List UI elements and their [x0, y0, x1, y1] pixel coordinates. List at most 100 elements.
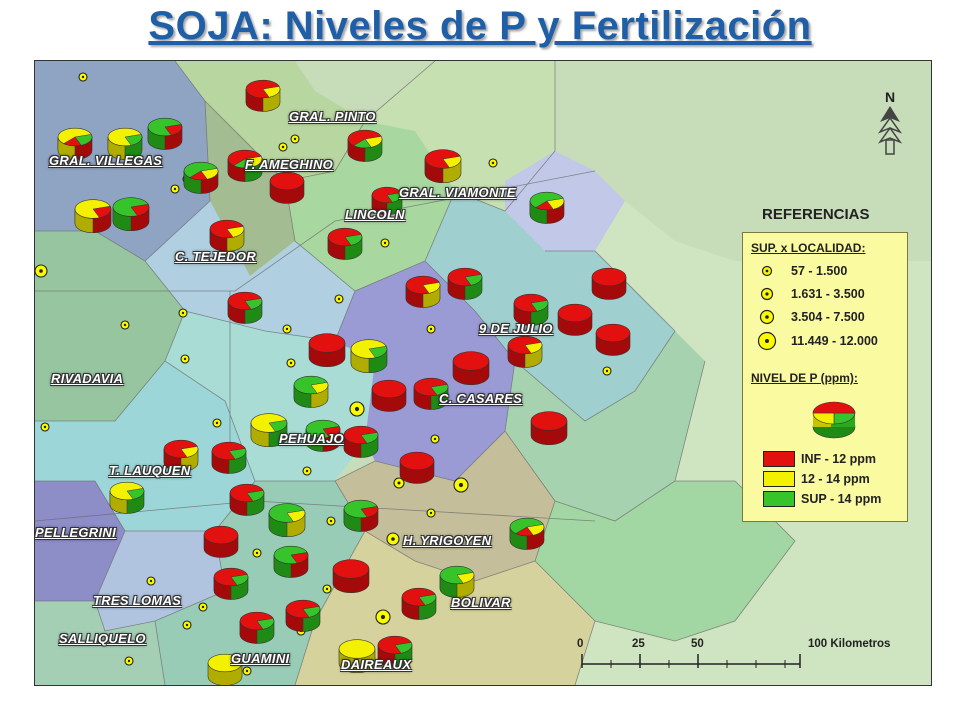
town-marker — [426, 508, 436, 518]
label-tres-lomas: TRES LOMAS — [93, 593, 182, 608]
town-marker — [35, 264, 48, 278]
label-gral-pinto: GRAL. PINTO — [289, 109, 376, 124]
town-marker — [78, 72, 88, 82]
town-marker — [302, 466, 312, 476]
legend-p-sup: SUP - 14 ppm — [801, 492, 882, 506]
north-arrow-icon: N — [877, 89, 903, 155]
pie-chart — [203, 525, 239, 558]
pie-chart — [109, 481, 145, 514]
pie-chart — [371, 186, 403, 216]
pie-chart — [245, 79, 281, 112]
pie-chart — [513, 293, 549, 326]
pie-chart — [209, 219, 245, 252]
pie-chart — [401, 587, 437, 620]
label-daireaux: DAIREAUX — [341, 657, 412, 672]
town-marker — [380, 238, 390, 248]
town-marker — [393, 477, 405, 489]
pie-chart — [211, 441, 247, 474]
label-gral-viamonte: GRAL. VIAMONTE — [399, 185, 516, 200]
pie-chart — [268, 503, 306, 538]
pie-chart — [227, 149, 263, 182]
town-marker — [146, 576, 156, 586]
north-label: N — [885, 89, 895, 105]
page-title: SOJA: Niveles de P y Fertilización — [148, 4, 812, 48]
scale-bar: 0 25 50 100 Kilometros — [574, 636, 924, 676]
pie-chart — [305, 419, 341, 452]
town-marker — [282, 324, 292, 334]
pie-chart — [343, 499, 379, 532]
pie-chart — [227, 291, 263, 324]
pie-chart — [183, 161, 219, 194]
map-canvas — [35, 61, 931, 685]
legend-swatch-mid — [763, 471, 795, 487]
pie-chart — [107, 127, 143, 160]
district-lincoln — [285, 121, 455, 291]
pie-chart — [557, 303, 593, 336]
pie-chart — [399, 451, 435, 484]
scale-tick-50: 50 — [691, 638, 704, 650]
town-marker — [430, 434, 440, 444]
town-marker — [426, 324, 436, 334]
district-viamonte — [365, 61, 555, 211]
town-marker — [278, 142, 288, 152]
pie-chart — [239, 611, 275, 644]
town-marker — [602, 366, 612, 376]
legend-sup-range-4: 11.449 - 12.000 — [791, 334, 878, 348]
town-marker — [453, 477, 469, 493]
legend-swatch-inf — [763, 451, 795, 467]
label-lincoln: LINCOLN — [345, 207, 405, 222]
town-marker — [322, 584, 332, 594]
district-ne-lavender — [505, 151, 625, 251]
pie-chart — [424, 149, 462, 184]
pie-chart — [350, 339, 388, 374]
scale-tick-100: 100 Kilometros — [808, 638, 891, 650]
pie-chart — [439, 565, 475, 598]
town-marker — [198, 602, 208, 612]
district-gral-pinto — [175, 61, 365, 181]
pie-chart — [57, 127, 93, 160]
legend-p-inf: INF - 12 ppm — [801, 452, 877, 466]
town-marker — [124, 656, 134, 666]
town-marker — [349, 401, 365, 417]
legend-p-heading: NIVEL DE P (ppm): — [751, 371, 858, 385]
district-e-mint — [505, 331, 705, 521]
map[interactable]: GRAL. PINTO GRAL. VILLEGAS F. AMEGHINO G… — [34, 60, 932, 686]
district-tres-lomas — [95, 531, 225, 631]
pie-chart — [327, 227, 363, 260]
pie-chart — [509, 517, 545, 550]
label-c-casares: C. CASARES — [439, 391, 523, 406]
soil-p-pie-charts — [57, 79, 631, 685]
label-f-ameghino: F. AMEGHINO — [245, 157, 334, 172]
pie-chart — [308, 333, 346, 368]
district-t-lauquen — [35, 361, 255, 531]
town-marker — [170, 184, 180, 194]
pie-chart — [507, 335, 543, 368]
pie-chart — [529, 191, 565, 224]
district-rivadavia — [35, 231, 185, 421]
label-pellegrini: PELLEGRINI — [35, 525, 117, 540]
town-marker — [290, 134, 300, 144]
town-marker — [488, 158, 498, 168]
pie-chart — [112, 197, 150, 232]
town-marker — [40, 422, 50, 432]
legend-title: REFERENCIAS — [762, 206, 870, 223]
legend-sup-range-1: 57 - 1.500 — [791, 264, 848, 278]
label-salliquelo: SALLIQUELO — [59, 631, 146, 646]
district-guamini — [155, 481, 365, 685]
town-marker — [252, 548, 262, 558]
town-marker — [182, 620, 192, 630]
town-marker — [286, 358, 296, 368]
scale-tick-25: 25 — [632, 638, 645, 650]
town-marker — [242, 666, 252, 676]
label-h-yrigoyen: H. YRIGOYEN — [403, 533, 492, 548]
legend-swatch-sup — [763, 491, 795, 507]
district-c-casares — [335, 261, 515, 481]
pie-chart — [452, 351, 490, 386]
pie-chart — [74, 199, 112, 234]
pie-chart — [447, 267, 483, 300]
pie-chart — [343, 425, 379, 458]
label-bolivar: BOLIVAR — [451, 595, 511, 610]
town-marker — [212, 418, 222, 428]
label-rivadavia: RIVADAVIA — [51, 371, 124, 386]
district-salliquelo — [35, 601, 165, 685]
